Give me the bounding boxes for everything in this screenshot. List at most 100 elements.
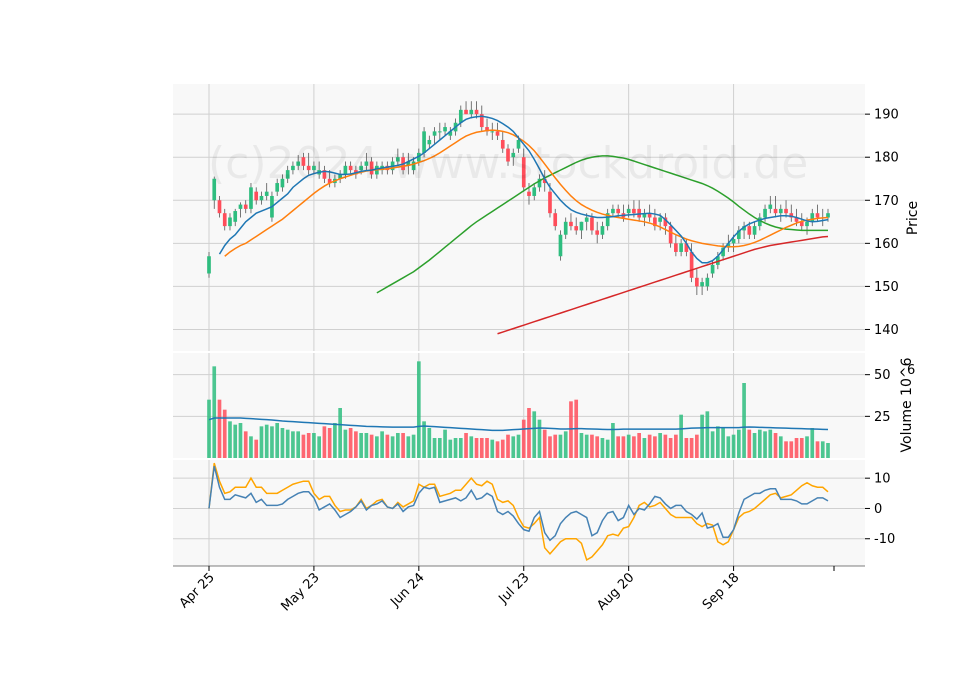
volume-bar-up: [605, 439, 610, 458]
volume-bar-up: [312, 433, 316, 458]
candle-up: [642, 213, 647, 218]
volume-bar-up: [778, 436, 783, 458]
candle-up: [584, 217, 589, 222]
price-y-tick-label: 190: [874, 108, 899, 123]
price-axis-label: Price: [905, 201, 921, 235]
candle-up: [443, 127, 447, 132]
volume-bar-down: [301, 434, 306, 458]
volume-bar-up: [721, 428, 725, 458]
volume-bar-down: [217, 399, 222, 458]
price-y-tick-label: 150: [874, 280, 899, 295]
candle-up: [532, 187, 537, 196]
candle-down: [695, 277, 699, 287]
candle-up: [742, 226, 746, 231]
candle-down: [385, 165, 390, 171]
volume-bar-down: [354, 431, 358, 458]
candle-down: [632, 208, 636, 214]
volume-bar-up: [716, 426, 720, 458]
volume-bar-up: [516, 434, 521, 458]
volume-exponent: 6: [907, 363, 915, 378]
candle-up: [312, 165, 316, 171]
volume-bar-down: [794, 438, 799, 458]
candle-up: [207, 256, 211, 274]
volume-bar-up: [736, 429, 741, 458]
candle-up: [710, 264, 715, 274]
candle-up: [563, 221, 568, 235]
candle-down: [222, 213, 227, 227]
candle-down: [674, 243, 678, 252]
candle-up: [626, 208, 631, 214]
volume-bar-up: [422, 421, 426, 458]
volume-bar-down: [637, 433, 641, 458]
volume-bar-down: [479, 438, 484, 458]
volume-bar-down: [684, 438, 689, 458]
candle-down: [647, 213, 652, 218]
candle-down: [595, 230, 600, 235]
candle-down: [784, 208, 788, 214]
oscillator-y-tick-label: 10: [874, 472, 891, 487]
volume-bar-up: [768, 429, 773, 458]
volume-bar-down: [401, 433, 405, 458]
volume-bar-up: [731, 434, 736, 458]
volume-bar-up: [380, 431, 384, 458]
volume-bar-up: [259, 426, 264, 458]
candle-down: [689, 251, 694, 278]
price-y-tick-label: 160: [874, 237, 899, 252]
candle-up: [396, 157, 400, 162]
volume-bar-up: [453, 438, 458, 458]
candle-up: [469, 109, 474, 115]
volume-bar-down: [674, 434, 678, 458]
volume-bar-down: [474, 438, 479, 458]
volume-bar-down: [590, 434, 594, 458]
volume-bar-down: [595, 436, 600, 458]
volume-bar-up: [820, 441, 825, 458]
candle-up: [432, 131, 437, 136]
volume-bar-up: [249, 436, 253, 458]
candle-down: [574, 226, 579, 231]
candle-up: [259, 195, 264, 201]
volume-bar-down: [521, 419, 526, 458]
volume-bar-up: [532, 411, 537, 458]
candle-up: [537, 178, 542, 188]
candle-down: [527, 191, 531, 196]
volume-bar-down: [495, 441, 500, 458]
candle-down: [369, 161, 374, 175]
price-y-tick-label: 170: [874, 194, 899, 209]
candle-up: [752, 226, 757, 235]
volume-bar-down: [789, 441, 794, 458]
volume-bar-down: [569, 401, 573, 458]
volume-bar-up: [810, 428, 815, 458]
volume-bar-down: [548, 436, 552, 458]
x-tick-label: Aug 20: [594, 570, 637, 613]
candle-up: [679, 243, 683, 252]
candle-up: [705, 277, 710, 287]
volume-bar-down: [632, 436, 636, 458]
candle-down: [542, 178, 547, 184]
volume-bar-down: [689, 438, 694, 458]
candle-up: [212, 178, 217, 201]
volume-bar-up: [658, 433, 662, 458]
candle-down: [327, 178, 332, 184]
volume-bar-up: [579, 433, 584, 458]
candle-up: [511, 152, 516, 158]
candle-down: [637, 208, 641, 218]
candle-up: [700, 282, 704, 287]
volume-bar-up: [752, 433, 757, 458]
candle-up: [731, 239, 736, 244]
sma10-line: [218, 115, 829, 264]
candle-up: [228, 217, 232, 227]
candle-up: [768, 204, 773, 209]
volume-y-tick-label: 25: [874, 410, 891, 425]
candle-up: [716, 256, 720, 265]
volume-bar-up: [805, 436, 809, 458]
volume-bar-up: [280, 428, 285, 458]
volume-bar-up: [427, 428, 432, 458]
volume-bar-down: [464, 433, 468, 458]
oscillator-y-tick-label: 0: [874, 502, 882, 517]
volume-panel: 25 50 6: [173, 353, 915, 458]
volume-bar-up: [584, 434, 589, 458]
volume-bar-up: [207, 399, 211, 458]
candle-up: [458, 109, 463, 123]
volume-bar-up: [563, 431, 568, 458]
volume-bar-up: [511, 436, 516, 458]
